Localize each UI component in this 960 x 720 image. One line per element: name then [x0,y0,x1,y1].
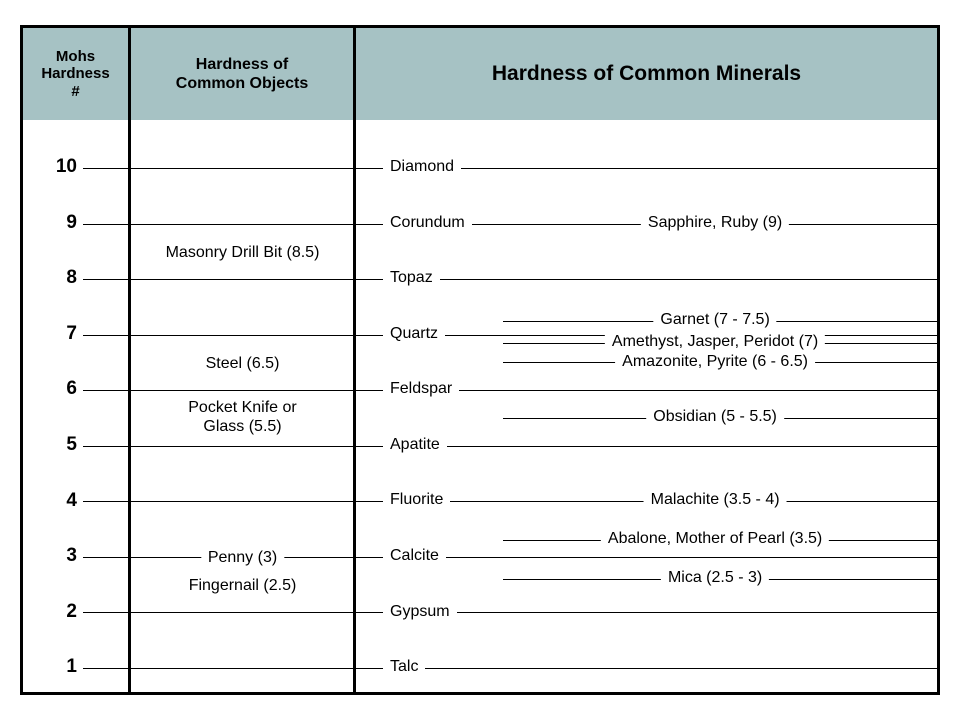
reference-mineral: Fluorite [383,491,450,509]
reference-mineral: Topaz [383,269,440,287]
scale-rule [83,612,937,613]
common-object: Fingernail (2.5) [182,574,304,597]
scale-tick: 3 [31,545,77,567]
reference-mineral: Corundum [383,214,472,232]
header-row: Mohs Hardness # Hardness of Common Objec… [23,28,937,120]
other-mineral: Garnet (7 - 7.5) [653,311,776,329]
reference-mineral: Feldspar [383,380,459,398]
chart-frame: Mohs Hardness # Hardness of Common Objec… [20,25,940,695]
other-mineral: Malachite (3.5 - 4) [644,491,787,509]
common-object: Pocket Knife or Glass (5.5) [181,398,304,436]
other-mineral: Amethyst, Jasper, Peridot (7) [605,333,825,351]
scale-tick: 10 [31,156,77,178]
common-object: Steel (6.5) [199,352,287,375]
other-mineral: Amazonite, Pyrite (6 - 6.5) [615,353,815,371]
chart-body: 10 9 8 7 6 5 4 3 2 1 Diamond Corundum Topaz Quartz Fel… [23,123,937,693]
scale-tick: 7 [31,323,77,345]
header-mohs-number-label: Mohs Hardness # [41,48,109,100]
header-mohs-number: Mohs Hardness # [23,28,128,120]
reference-mineral: Diamond [383,158,461,176]
scale-tick: 4 [31,490,77,512]
reference-mineral: Quartz [383,325,445,343]
scale-tick: 2 [31,601,77,623]
common-object: Masonry Drill Bit (8.5) [159,241,327,264]
other-mineral: Obsidian (5 - 5.5) [646,408,784,426]
common-object: Penny (3) [201,546,284,569]
reference-mineral: Talc [383,658,425,676]
scale-rule [83,446,937,447]
header-common-objects-label: Hardness of Common Objects [176,55,308,93]
scale-rule [83,279,937,280]
other-mineral: Mica (2.5 - 3) [661,569,769,587]
scale-tick: 5 [31,434,77,456]
scale-tick: 9 [31,212,77,234]
header-common-minerals: Hardness of Common Minerals [356,28,937,120]
scale-rule [83,168,937,169]
reference-mineral: Gypsum [383,603,457,621]
scale-rule [83,668,937,669]
other-mineral: Abalone, Mother of Pearl (3.5) [601,530,829,548]
scale-tick: 8 [31,267,77,289]
header-common-objects: Hardness of Common Objects [131,28,353,120]
other-mineral: Sapphire, Ruby (9) [641,214,789,232]
scale-tick: 1 [31,656,77,678]
reference-mineral: Apatite [383,436,447,454]
reference-mineral: Calcite [383,547,446,565]
header-common-minerals-label: Hardness of Common Minerals [492,62,801,86]
mohs-hardness-chart: Mohs Hardness # Hardness of Common Objec… [0,0,960,720]
scale-rule [83,390,937,391]
scale-tick: 6 [31,378,77,400]
